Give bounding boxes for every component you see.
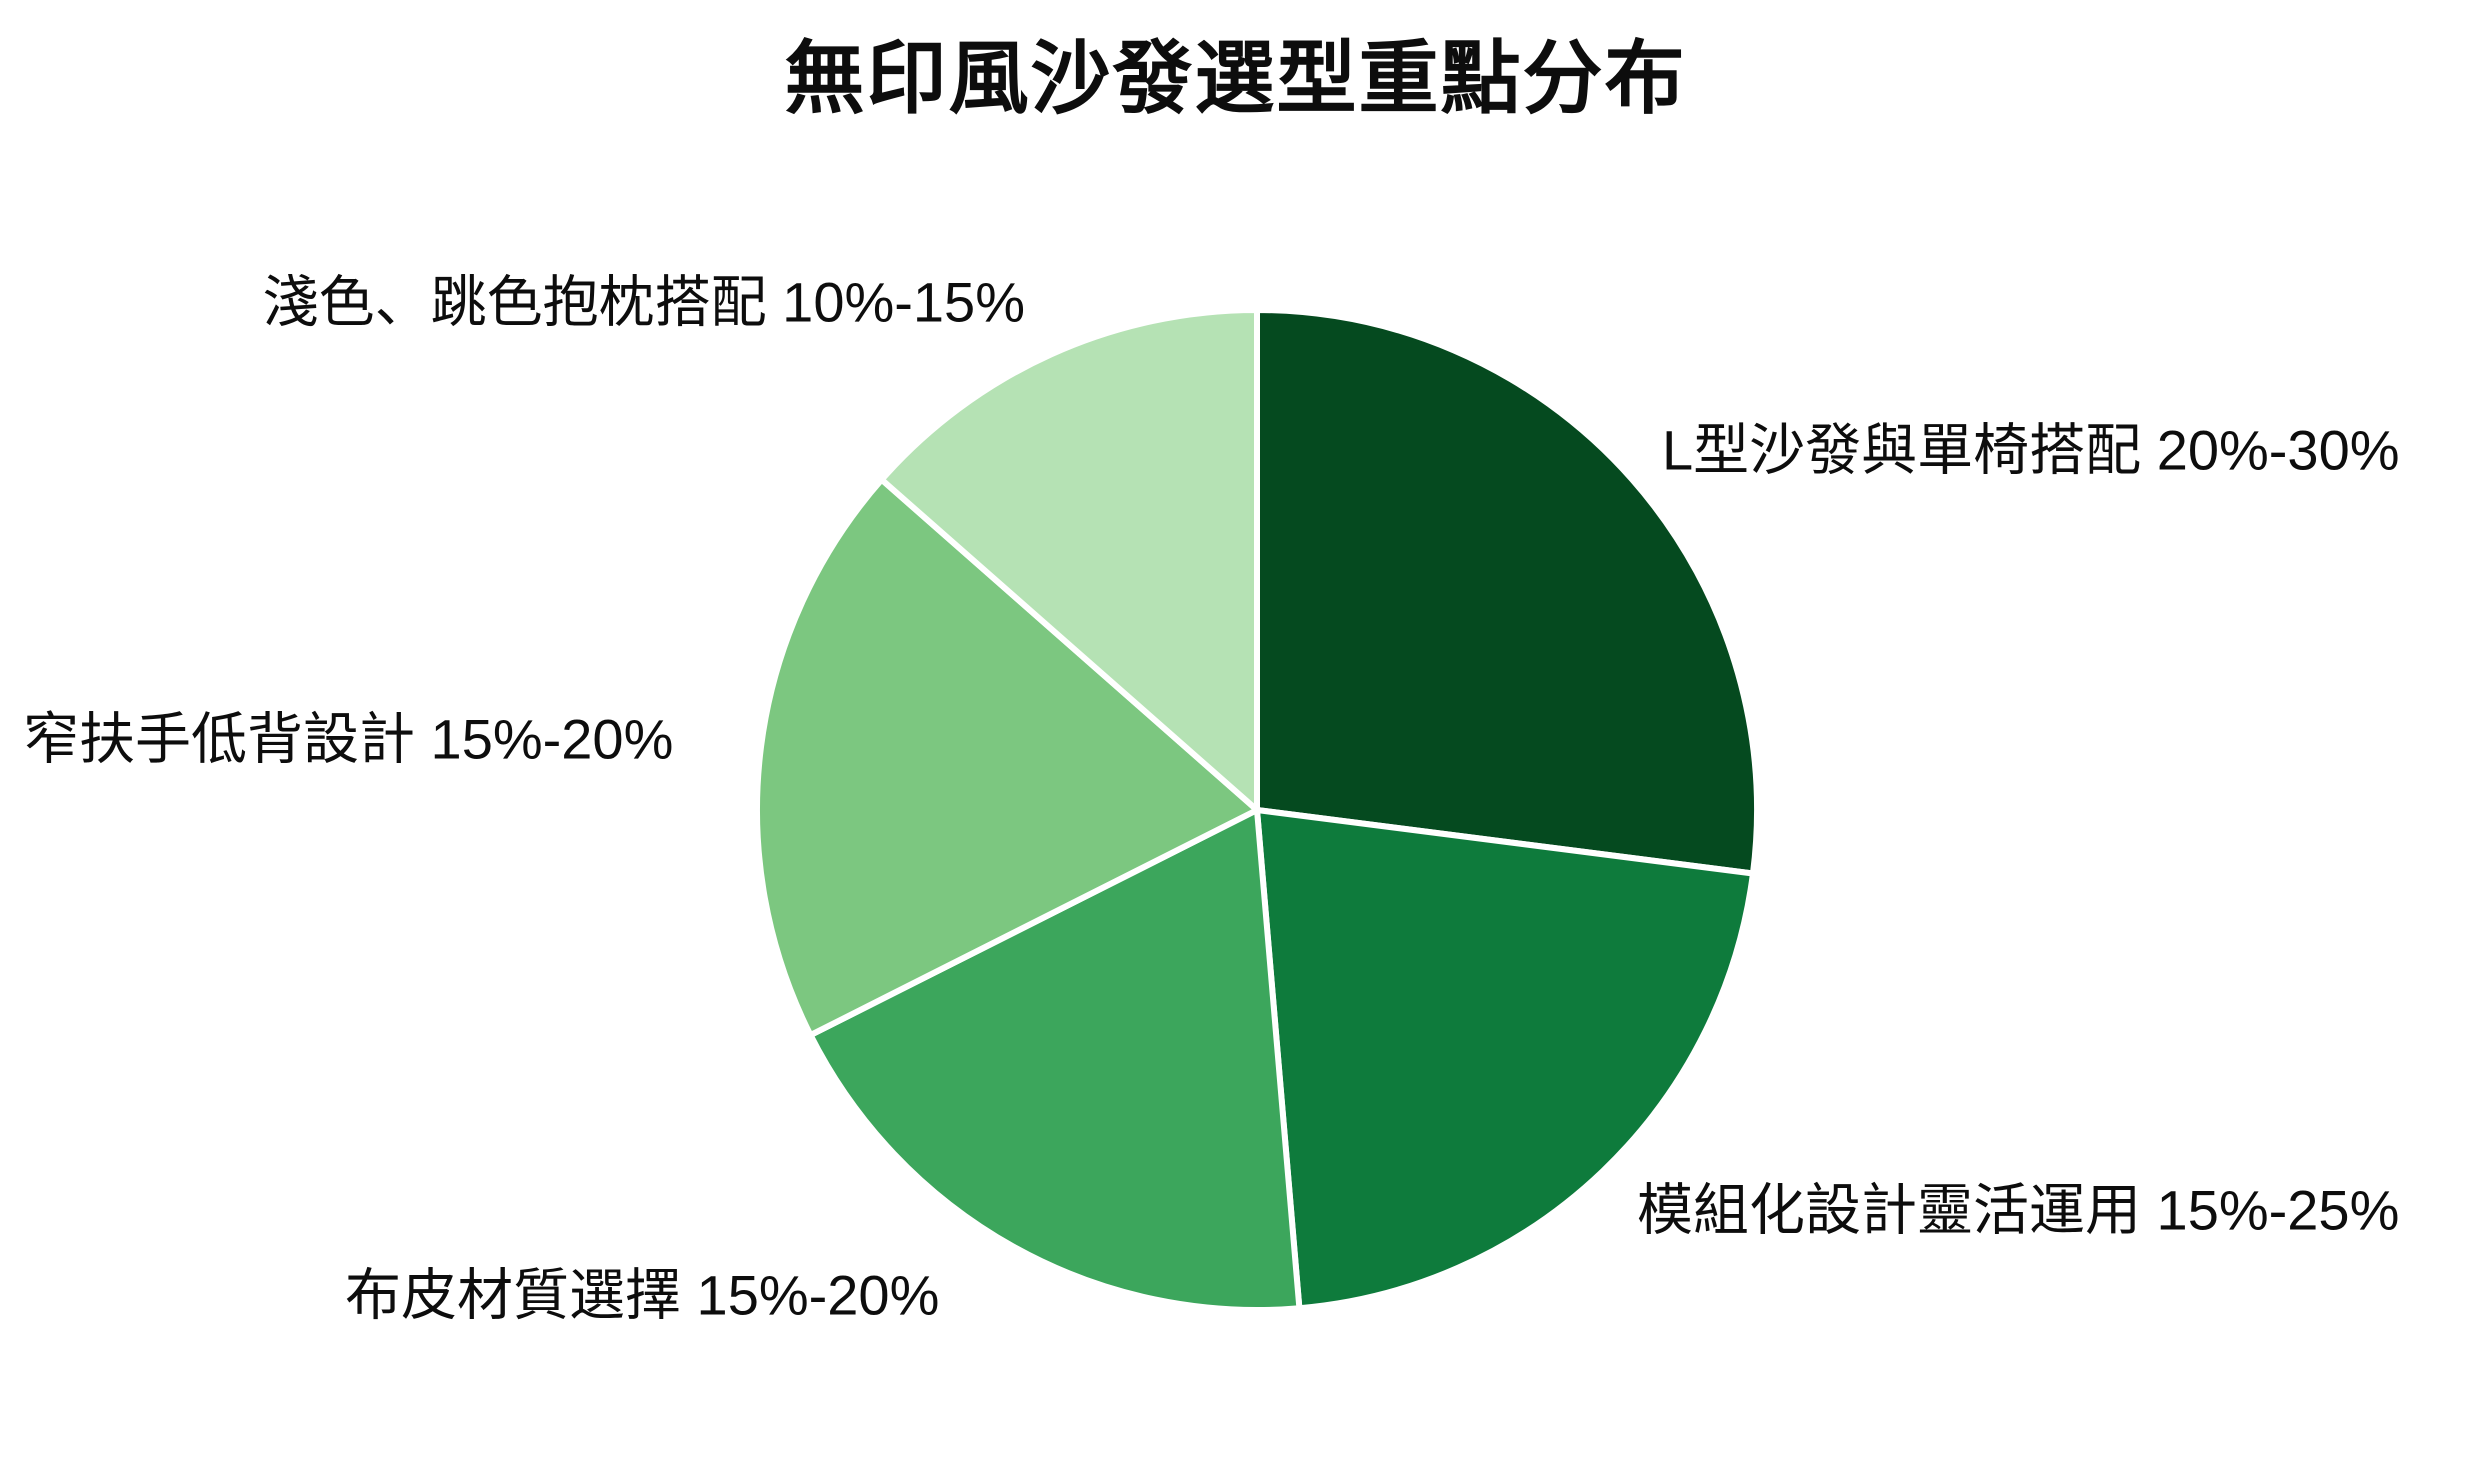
chart-title: 無印風沙發選型重點分布 [784, 34, 1687, 123]
slice-label-narrow-armrest-low-back: 窄扶手低背設計 15%-20% [23, 707, 674, 771]
pie-slice-2 [807, 807, 1303, 1313]
slice-label-l-sofa-chair: L型沙發與單椅搭配 20%-30% [1662, 418, 2400, 482]
pie-slice-3 [754, 476, 1260, 1039]
slice-label-modular-design: 模組化設計靈活運用 15%-25% [1637, 1178, 2400, 1242]
slice-label-light-color-pillow: 淺色、跳色抱枕搭配 10%-15% [262, 270, 1025, 334]
pie-slice-4 [878, 307, 1260, 813]
pie-slice-0 [1254, 307, 1760, 877]
slice-label-fabric-leather-material: 布皮材質選擇 15%-20% [345, 1263, 940, 1327]
pie-slice-1 [1254, 807, 1756, 1312]
